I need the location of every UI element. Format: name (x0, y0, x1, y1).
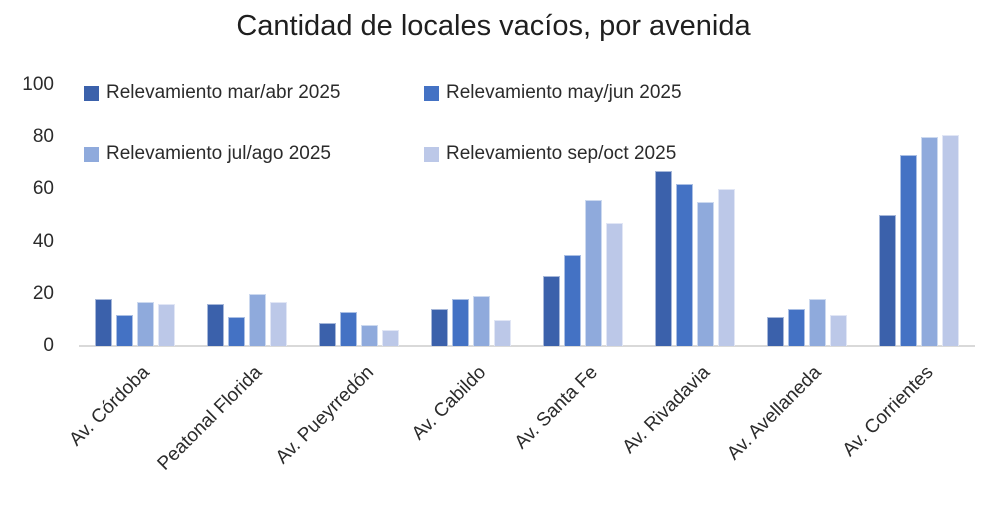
legend-item: Relevamiento jul/ago 2025 (84, 143, 424, 164)
bar-group: Av. Santa Fe (511, 85, 639, 453)
bar (116, 315, 133, 346)
bar (879, 215, 896, 346)
category-label: Av. Pueyrredón (271, 362, 378, 469)
bar (249, 294, 266, 346)
legend-item: Relevamiento sep/oct 2025 (424, 143, 682, 164)
y-axis-tick-label: 60 (32, 178, 54, 200)
bar (942, 135, 959, 346)
bar (900, 155, 917, 346)
bar-group: Av. Pueyrredón (272, 85, 415, 468)
category-label: Av. Santa Fe (510, 362, 602, 454)
bar (319, 323, 336, 346)
legend-swatch-icon (84, 85, 99, 101)
category-label: Peatonal Florida (153, 362, 266, 475)
bar (340, 312, 357, 346)
x-axis-line (79, 345, 975, 347)
legend: Relevamiento mar/abr 2025 Relevamiento ma… (84, 82, 682, 164)
bar (95, 299, 112, 346)
legend-swatch-icon (424, 146, 439, 162)
y-axis-tick-label: 100 (22, 74, 54, 95)
bar (676, 184, 693, 346)
bar (830, 315, 847, 346)
bar-group: Av. Avellaneda (724, 85, 863, 464)
category-label: Av. Rivadavia (618, 362, 714, 458)
legend-label: Relevamiento jul/ago 2025 (106, 143, 331, 164)
bar (718, 189, 735, 346)
bar (494, 320, 511, 346)
bar (788, 309, 805, 346)
bar (228, 317, 245, 346)
y-axis-tick-label: 0 (43, 335, 54, 356)
category-label: Av. Corrientes (839, 362, 938, 461)
bar (361, 325, 378, 346)
legend-item: Relevamiento may/jun 2025 (424, 82, 682, 103)
legend-label: Relevamiento may/jun 2025 (446, 82, 682, 103)
bar (382, 330, 399, 346)
bar (606, 223, 623, 346)
bar (452, 299, 469, 346)
bar (655, 171, 672, 346)
bar (585, 200, 602, 346)
y-axis-tick-label: 40 (32, 230, 54, 252)
bar (473, 296, 490, 346)
category-label: Av. Avellaneda (723, 362, 826, 465)
bar (207, 304, 224, 346)
y-axis-tick-label: 20 (32, 282, 54, 304)
bar-group: Av. Rivadavia (618, 85, 751, 458)
bar (921, 137, 938, 346)
legend-swatch-icon (424, 85, 439, 101)
y-axis-tick-label: 80 (32, 126, 54, 148)
bar (543, 276, 560, 346)
chart-title: Cantidad de locales vacíos, por avenida (236, 10, 751, 42)
legend-label: Relevamiento sep/oct 2025 (446, 143, 677, 164)
bar (137, 302, 154, 346)
category-label: Av. Córdoba (65, 362, 154, 451)
legend-item: Relevamiento mar/abr 2025 (84, 82, 424, 103)
bar-group: Av. Cabildo (408, 85, 527, 444)
category-label: Av. Cabildo (407, 362, 490, 445)
bar (809, 299, 826, 346)
bar (697, 202, 714, 346)
bar-group: Av. Córdoba (66, 85, 191, 450)
bar-groups: Av. Córdoba Peatonal Florida Av. Pueyrredó… (66, 85, 975, 475)
bar (158, 304, 175, 346)
bar (270, 302, 287, 346)
legend-swatch-icon (84, 146, 99, 162)
bar (564, 255, 581, 346)
bar-group: Av. Corrientes (839, 85, 975, 461)
plot-area: 0 20 40 60 80 100 Av. Córdoba Peatonal Florida… (0, 75, 987, 475)
bar (767, 317, 784, 346)
bar-group: Peatonal Florida (153, 85, 303, 475)
bar (431, 309, 448, 346)
legend-label: Relevamiento mar/abr 2025 (106, 82, 341, 103)
